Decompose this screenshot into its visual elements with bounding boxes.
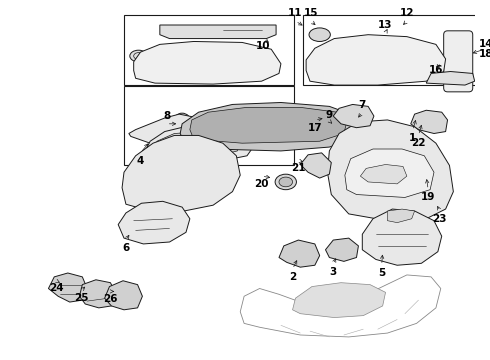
Ellipse shape bbox=[309, 28, 330, 41]
Text: 5: 5 bbox=[378, 268, 385, 278]
Circle shape bbox=[182, 139, 196, 153]
Polygon shape bbox=[146, 124, 254, 163]
Ellipse shape bbox=[211, 50, 254, 77]
Text: 26: 26 bbox=[103, 294, 118, 304]
Ellipse shape bbox=[153, 150, 211, 194]
Text: 23: 23 bbox=[433, 214, 447, 224]
Text: 7: 7 bbox=[359, 100, 366, 111]
Ellipse shape bbox=[218, 55, 247, 72]
Polygon shape bbox=[388, 209, 415, 222]
Text: 8: 8 bbox=[163, 111, 170, 121]
Text: 12: 12 bbox=[400, 8, 414, 18]
Polygon shape bbox=[105, 281, 143, 310]
Text: 2: 2 bbox=[289, 272, 296, 282]
Ellipse shape bbox=[401, 50, 428, 68]
Circle shape bbox=[442, 73, 449, 81]
Polygon shape bbox=[411, 110, 447, 134]
Text: 10: 10 bbox=[256, 41, 271, 51]
Text: 24: 24 bbox=[49, 283, 64, 293]
Ellipse shape bbox=[162, 54, 196, 73]
Polygon shape bbox=[426, 72, 475, 85]
Polygon shape bbox=[306, 35, 445, 85]
Text: 20: 20 bbox=[254, 179, 269, 189]
Polygon shape bbox=[360, 165, 407, 184]
Text: 1: 1 bbox=[409, 133, 416, 143]
FancyBboxPatch shape bbox=[443, 31, 473, 92]
Text: 11: 11 bbox=[288, 8, 303, 18]
Ellipse shape bbox=[196, 27, 211, 33]
Polygon shape bbox=[79, 280, 116, 308]
Polygon shape bbox=[155, 131, 240, 157]
Text: 6: 6 bbox=[122, 243, 129, 253]
Polygon shape bbox=[118, 201, 190, 244]
Text: 3: 3 bbox=[330, 267, 337, 277]
Text: 21: 21 bbox=[291, 163, 306, 174]
Ellipse shape bbox=[331, 45, 386, 78]
Circle shape bbox=[173, 113, 191, 131]
Circle shape bbox=[463, 73, 471, 81]
Polygon shape bbox=[160, 25, 276, 39]
Circle shape bbox=[177, 119, 187, 129]
Circle shape bbox=[149, 124, 161, 135]
Polygon shape bbox=[325, 238, 358, 261]
Text: 16: 16 bbox=[429, 64, 443, 75]
Polygon shape bbox=[362, 209, 442, 265]
Text: 18: 18 bbox=[479, 49, 490, 59]
Polygon shape bbox=[327, 120, 453, 221]
Circle shape bbox=[419, 175, 433, 189]
Circle shape bbox=[171, 166, 194, 190]
Bar bbox=[124, 86, 294, 166]
Polygon shape bbox=[333, 104, 374, 128]
Bar bbox=[303, 15, 483, 85]
Circle shape bbox=[203, 138, 213, 148]
Polygon shape bbox=[122, 135, 240, 211]
Text: 13: 13 bbox=[378, 20, 393, 30]
Circle shape bbox=[432, 198, 443, 210]
Text: 4: 4 bbox=[137, 156, 144, 166]
Ellipse shape bbox=[154, 49, 204, 78]
Ellipse shape bbox=[393, 44, 436, 73]
Text: 25: 25 bbox=[74, 293, 89, 303]
Text: 15: 15 bbox=[304, 8, 318, 18]
Text: 9: 9 bbox=[326, 110, 333, 120]
Text: 14: 14 bbox=[479, 39, 490, 49]
Polygon shape bbox=[300, 153, 331, 178]
Polygon shape bbox=[279, 240, 319, 267]
Polygon shape bbox=[190, 107, 347, 143]
Polygon shape bbox=[180, 103, 358, 151]
Polygon shape bbox=[293, 283, 386, 318]
Polygon shape bbox=[129, 114, 198, 143]
Ellipse shape bbox=[130, 50, 147, 62]
Ellipse shape bbox=[429, 197, 446, 211]
Circle shape bbox=[294, 247, 307, 260]
Text: 17: 17 bbox=[308, 123, 322, 133]
Text: 22: 22 bbox=[411, 138, 426, 148]
Polygon shape bbox=[49, 273, 87, 302]
Polygon shape bbox=[134, 41, 281, 84]
Ellipse shape bbox=[340, 51, 377, 72]
Circle shape bbox=[454, 75, 462, 82]
Ellipse shape bbox=[275, 174, 296, 190]
Ellipse shape bbox=[279, 177, 293, 187]
Text: 19: 19 bbox=[421, 193, 435, 202]
Bar bbox=[124, 15, 294, 85]
Polygon shape bbox=[345, 149, 434, 197]
Circle shape bbox=[452, 75, 462, 84]
Ellipse shape bbox=[416, 174, 437, 190]
